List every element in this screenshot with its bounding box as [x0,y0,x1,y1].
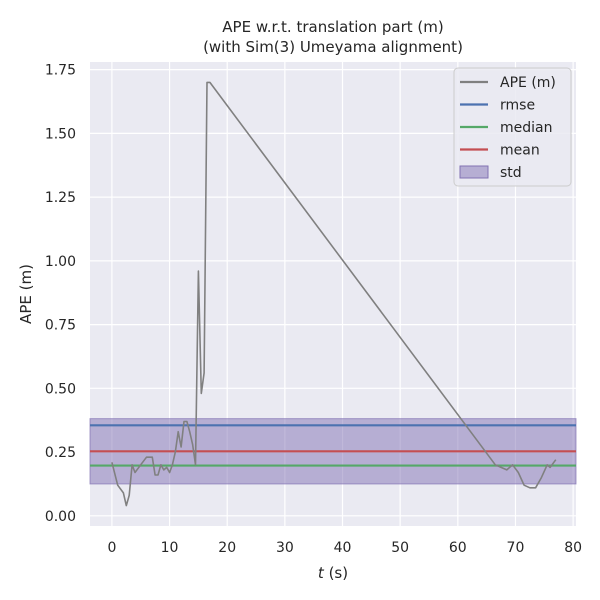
legend-frame [453,67,572,187]
x-tick-label: 0 [107,540,116,556]
x-tick-labels: 0 10 20 30 40 50 60 70 80 [107,540,582,556]
x-tick-label: 40 [334,540,352,556]
y-tick-label: 1.50 [45,126,76,142]
y-tick-label: 0.75 [45,318,76,334]
legend-label: median [500,120,552,136]
legend-swatch-std [459,165,489,179]
y-tick-label: 1.75 [45,63,76,79]
chart-title-line1: APE w.r.t. translation part (m) [222,18,443,36]
y-tick-label: 0.50 [45,381,76,397]
x-tick-label: 30 [276,540,294,556]
stat-lines-layer [90,424,576,467]
legend-label: rmse [500,98,535,114]
x-tick-label: 70 [507,540,525,556]
y-tick-label: 0.00 [45,509,76,525]
x-tick-label: 80 [564,540,582,556]
y-tick-labels: 0.00 0.25 0.50 0.75 1.00 1.25 1.50 1.75 [45,63,76,525]
x-tick-label: 10 [161,540,179,556]
y-tick-label: 1.00 [45,254,76,270]
x-axis-label: t (s) [318,564,348,582]
series-layer [111,81,557,507]
legend-label: std [500,165,522,181]
x-axis-label-var: t [318,564,325,582]
legend-label: mean [500,143,540,159]
y-axis-label: APE (m) [17,264,35,324]
x-tick-label: 20 [218,540,236,556]
y-tick-label: 1.25 [45,190,76,206]
ape-series-line [111,81,557,507]
x-tick-label: 60 [449,540,467,556]
x-axis-label-unit: (s) [324,564,348,582]
y-tick-label: 0.25 [45,445,76,461]
chart-title-line2: (with Sim(3) Umeyama alignment) [203,38,463,56]
legend-label: APE (m) [500,75,556,91]
x-tick-label: 50 [391,540,409,556]
legend: APE (m) rmse median mean std [453,67,572,187]
